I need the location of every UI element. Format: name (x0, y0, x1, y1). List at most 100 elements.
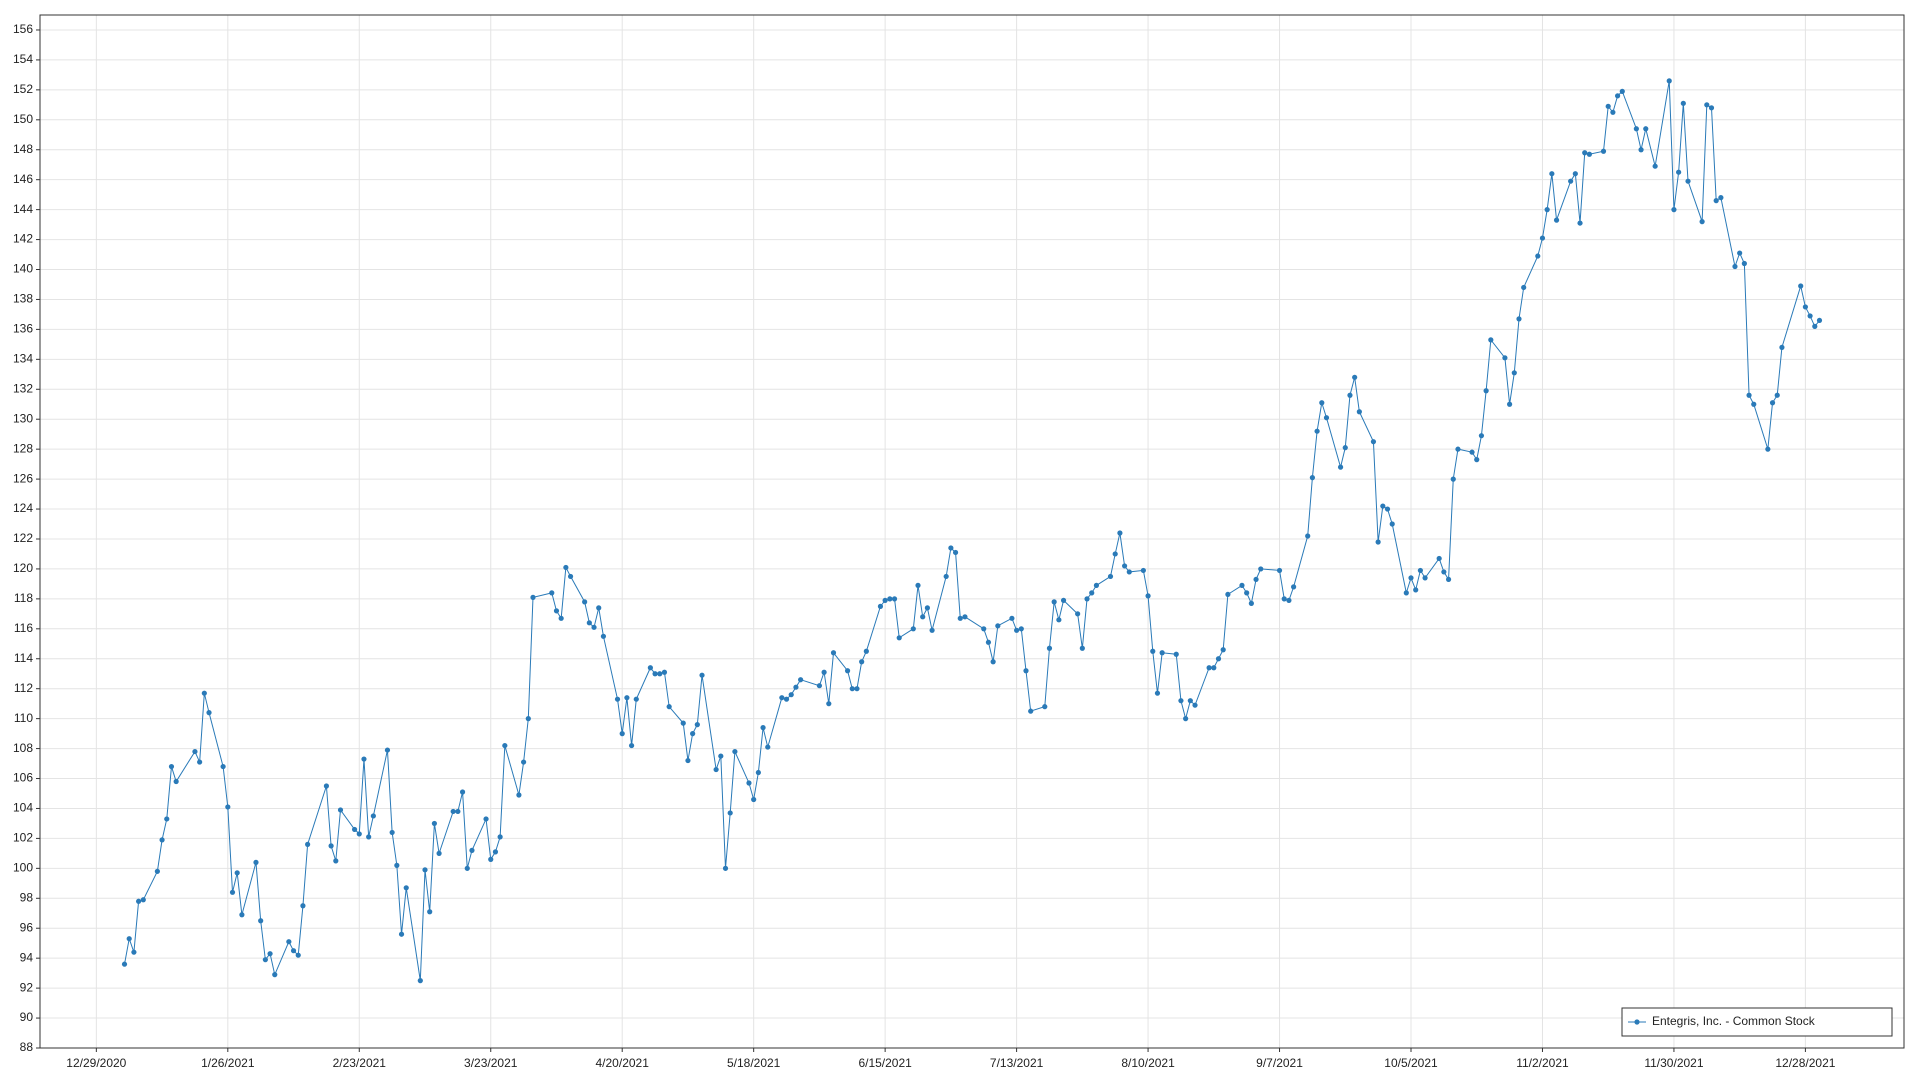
data-point (370, 813, 376, 819)
data-point (694, 722, 700, 728)
data-point (1568, 178, 1574, 184)
data-point (530, 594, 536, 600)
data-point (1211, 665, 1217, 671)
data-point (459, 789, 466, 795)
y-tick-label: 132 (13, 381, 33, 395)
data-point (727, 810, 733, 816)
plot (121, 78, 1823, 984)
y-tick-label: 114 (14, 651, 33, 665)
data-point (1680, 100, 1686, 106)
data-point (1253, 576, 1259, 583)
data-point (887, 596, 893, 602)
data-point (915, 582, 921, 588)
data-point (1342, 445, 1348, 451)
data-point (567, 573, 574, 580)
y-tick-label: 130 (13, 411, 33, 425)
data-point (600, 633, 607, 639)
data-point (206, 710, 212, 716)
data-point (1244, 590, 1250, 596)
data-point (1643, 126, 1649, 132)
x-tick-label: 10/5/2021 (1384, 1056, 1438, 1070)
data-point (718, 753, 724, 759)
data-point (1779, 344, 1785, 350)
data-point (422, 867, 428, 873)
data-point (699, 672, 705, 678)
data-point (1539, 235, 1546, 241)
y-tick-label: 154 (13, 52, 33, 66)
data-point (427, 909, 433, 915)
data-point (1445, 576, 1452, 583)
data-point (1511, 370, 1517, 376)
data-point (924, 605, 930, 611)
data-point (502, 742, 508, 749)
x-tick-label: 6/15/2021 (858, 1056, 912, 1070)
x-tick-label: 11/2/2021 (1516, 1056, 1569, 1070)
data-point (464, 865, 470, 871)
data-point (1145, 593, 1151, 599)
x-tick-label: 11/30/2021 (1644, 1056, 1703, 1070)
data-point (305, 841, 311, 847)
data-point (1112, 551, 1118, 557)
data-point (1549, 171, 1555, 177)
data-point (1046, 645, 1053, 651)
data-point (586, 620, 592, 626)
data-point (891, 596, 898, 602)
data-point (1652, 163, 1658, 169)
data-point (854, 686, 860, 692)
y-tick-label: 156 (13, 22, 33, 36)
data-point (436, 850, 442, 856)
y-tick-label: 102 (13, 831, 33, 845)
y-tick-label: 112 (14, 681, 33, 695)
data-point (553, 608, 560, 614)
data-point (826, 701, 832, 707)
y-tick-label: 108 (13, 741, 33, 755)
data-point (483, 816, 489, 822)
data-point (1060, 597, 1067, 603)
data-point (1159, 650, 1165, 656)
data-point (1291, 584, 1297, 590)
data-point (121, 961, 128, 967)
data-point (1521, 284, 1527, 291)
data-point (882, 597, 888, 603)
data-point (1751, 401, 1757, 407)
data-point (1215, 656, 1222, 662)
data-point (1774, 392, 1780, 398)
data-point (1553, 217, 1560, 223)
data-point (253, 859, 259, 865)
data-point (563, 564, 569, 571)
data-point (957, 615, 963, 621)
data-point (1516, 316, 1522, 322)
y-tick-label: 128 (13, 441, 33, 455)
data-point (783, 696, 790, 702)
series-line (124, 80, 1820, 981)
data-point (1347, 392, 1353, 398)
data-point (732, 748, 738, 755)
x-tick-label: 7/13/2021 (990, 1056, 1044, 1070)
data-point (1478, 433, 1485, 439)
data-point (398, 931, 405, 937)
data-point (154, 868, 160, 874)
data-point (1544, 207, 1550, 213)
data-point (389, 829, 395, 836)
data-point (1384, 506, 1391, 512)
data-point (417, 978, 423, 984)
x-tick-label: 1/26/2021 (201, 1056, 255, 1070)
y-tick-label: 120 (13, 561, 33, 575)
data-point (1676, 169, 1682, 175)
data-point (403, 885, 409, 891)
y-tick-label: 140 (13, 262, 33, 276)
y-tick-label: 150 (13, 112, 33, 126)
data-point (1079, 645, 1085, 651)
data-point (1638, 147, 1644, 153)
data-point (234, 870, 240, 876)
data-point (1455, 446, 1461, 452)
data-point (1183, 716, 1189, 722)
data-point (1056, 617, 1062, 623)
data-point (920, 614, 926, 620)
data-point (1802, 304, 1809, 310)
x-tick-label: 12/29/2020 (66, 1056, 126, 1070)
data-point (262, 957, 268, 963)
data-point (746, 780, 752, 786)
data-point (1713, 198, 1719, 204)
